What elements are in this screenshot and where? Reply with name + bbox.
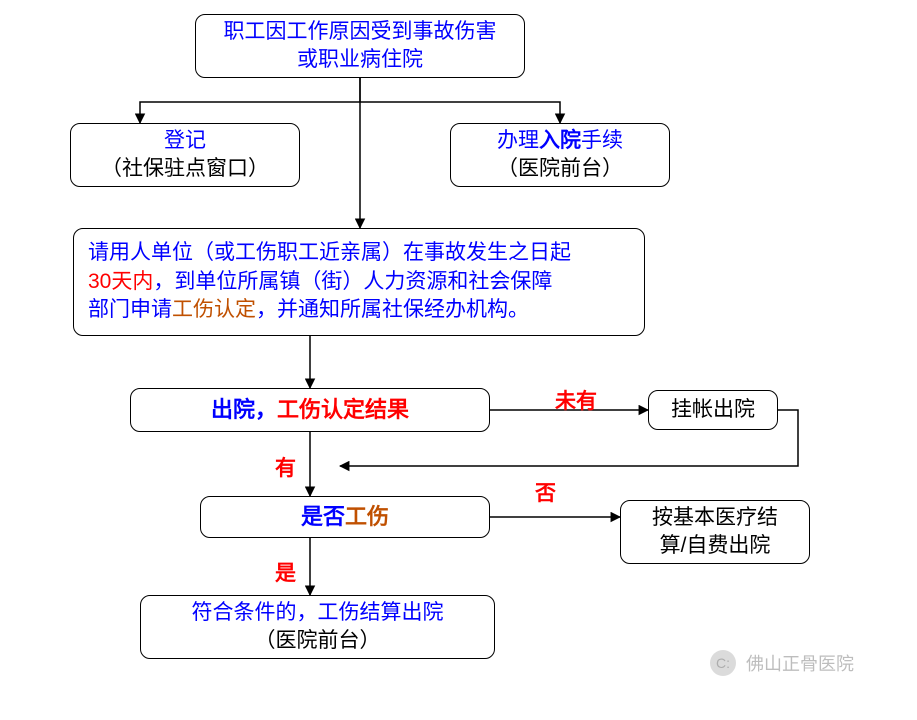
node-line: 或职业病住院 <box>297 46 423 74</box>
text-segment: 算/自费出院 <box>660 534 771 557</box>
node-line: 挂帐出院 <box>671 396 755 424</box>
text-segment: 工伤认定 <box>172 298 256 321</box>
text-segment: 部门申请 <box>88 298 172 321</box>
text-segment: 是否 <box>301 504 345 529</box>
watermark-text: 佛山正骨医院 <box>746 650 854 676</box>
node-line: 按基本医疗结 <box>652 504 778 532</box>
edge <box>140 102 360 123</box>
text-segment: 30天内 <box>88 270 153 293</box>
node-line: 出院，工伤认定结果 <box>211 395 409 425</box>
text-segment: 登记 <box>164 129 206 152</box>
node-admission: 办理入院手续（医院前台） <box>450 123 670 187</box>
node-apply-identification: 请用人单位（或工伤职工近亲属）在事故发生之日起 30天内，到单位所属镇（街）人力资… <box>73 228 645 336</box>
text-segment: 工伤认定结果 <box>277 397 409 422</box>
text-segment: ，到单位所属镇（街）人力资源和社会保障 <box>153 270 552 293</box>
node-basic-settlement: 按基本医疗结算/自费出院 <box>620 500 810 564</box>
node-line: 职工因工作原因受到事故伤害 <box>224 18 497 46</box>
node-line: 是否工伤 <box>301 502 389 532</box>
watermark-icon-label: C: <box>716 655 730 671</box>
watermark-icon: C: <box>710 650 736 676</box>
edge-label-no: 否 <box>535 477 556 507</box>
text-segment: 入院 <box>539 129 581 152</box>
text-segment: 出院， <box>211 397 277 422</box>
node-pending-discharge: 挂帐出院 <box>648 390 778 430</box>
node-line: （医院前台） <box>255 627 381 655</box>
text-segment: 工伤 <box>345 504 389 529</box>
node-line: 请用人单位（或工伤职工近亲属）在事故发生之日起 <box>88 239 571 267</box>
edge-label-yes: 是 <box>275 557 296 587</box>
text-segment: （医院前台） <box>255 629 381 652</box>
node-work-injury-settlement: 符合条件的，工伤结算出院 （医院前台） <box>140 595 495 659</box>
text-segment: 办理 <box>497 129 539 152</box>
node-is-work-injury: 是否工伤 <box>200 496 490 538</box>
text-segment: 手续 <box>581 129 623 152</box>
watermark: C: 佛山正骨医院 <box>710 650 854 676</box>
node-line: 算/自费出院 <box>660 532 771 560</box>
text-segment: （社保驻点窗口） <box>101 157 269 180</box>
text-segment: 按基本医疗结 <box>652 506 778 529</box>
edge <box>360 102 560 123</box>
text-segment: 职工因工作原因受到事故伤害 <box>224 20 497 43</box>
text-segment: 请用人单位（或工伤职工近亲属）在事故发生之日起 <box>88 241 571 264</box>
node-line: 符合条件的，工伤结算出院 <box>192 599 444 627</box>
node-line: 登记 <box>164 127 206 155</box>
text-segment: 挂帐出院 <box>671 398 755 421</box>
node-line: 办理入院手续 <box>497 127 623 155</box>
node-line: （社保驻点窗口） <box>101 155 269 183</box>
text-segment: 或职业病住院 <box>297 48 423 71</box>
node-discharge-result: 出院，工伤认定结果 <box>130 388 490 432</box>
edge-label-no-result: 未有 <box>555 385 597 415</box>
node-line: 部门申请工伤认定，并通知所属社保经办机构。 <box>88 296 529 324</box>
node-line: 30天内，到单位所属镇（街）人力资源和社会保障 <box>88 268 552 296</box>
text-segment: （医院前台） <box>497 157 623 180</box>
text-segment: 符合条件的，工伤结算出院 <box>192 601 444 624</box>
text-segment: ，并通知所属社保经办机构。 <box>256 298 529 321</box>
node-start: 职工因工作原因受到事故伤害或职业病住院 <box>195 14 525 78</box>
edge-label-has-result: 有 <box>275 452 296 482</box>
node-register: 登记 （社保驻点窗口） <box>70 123 300 187</box>
node-line: （医院前台） <box>497 155 623 183</box>
